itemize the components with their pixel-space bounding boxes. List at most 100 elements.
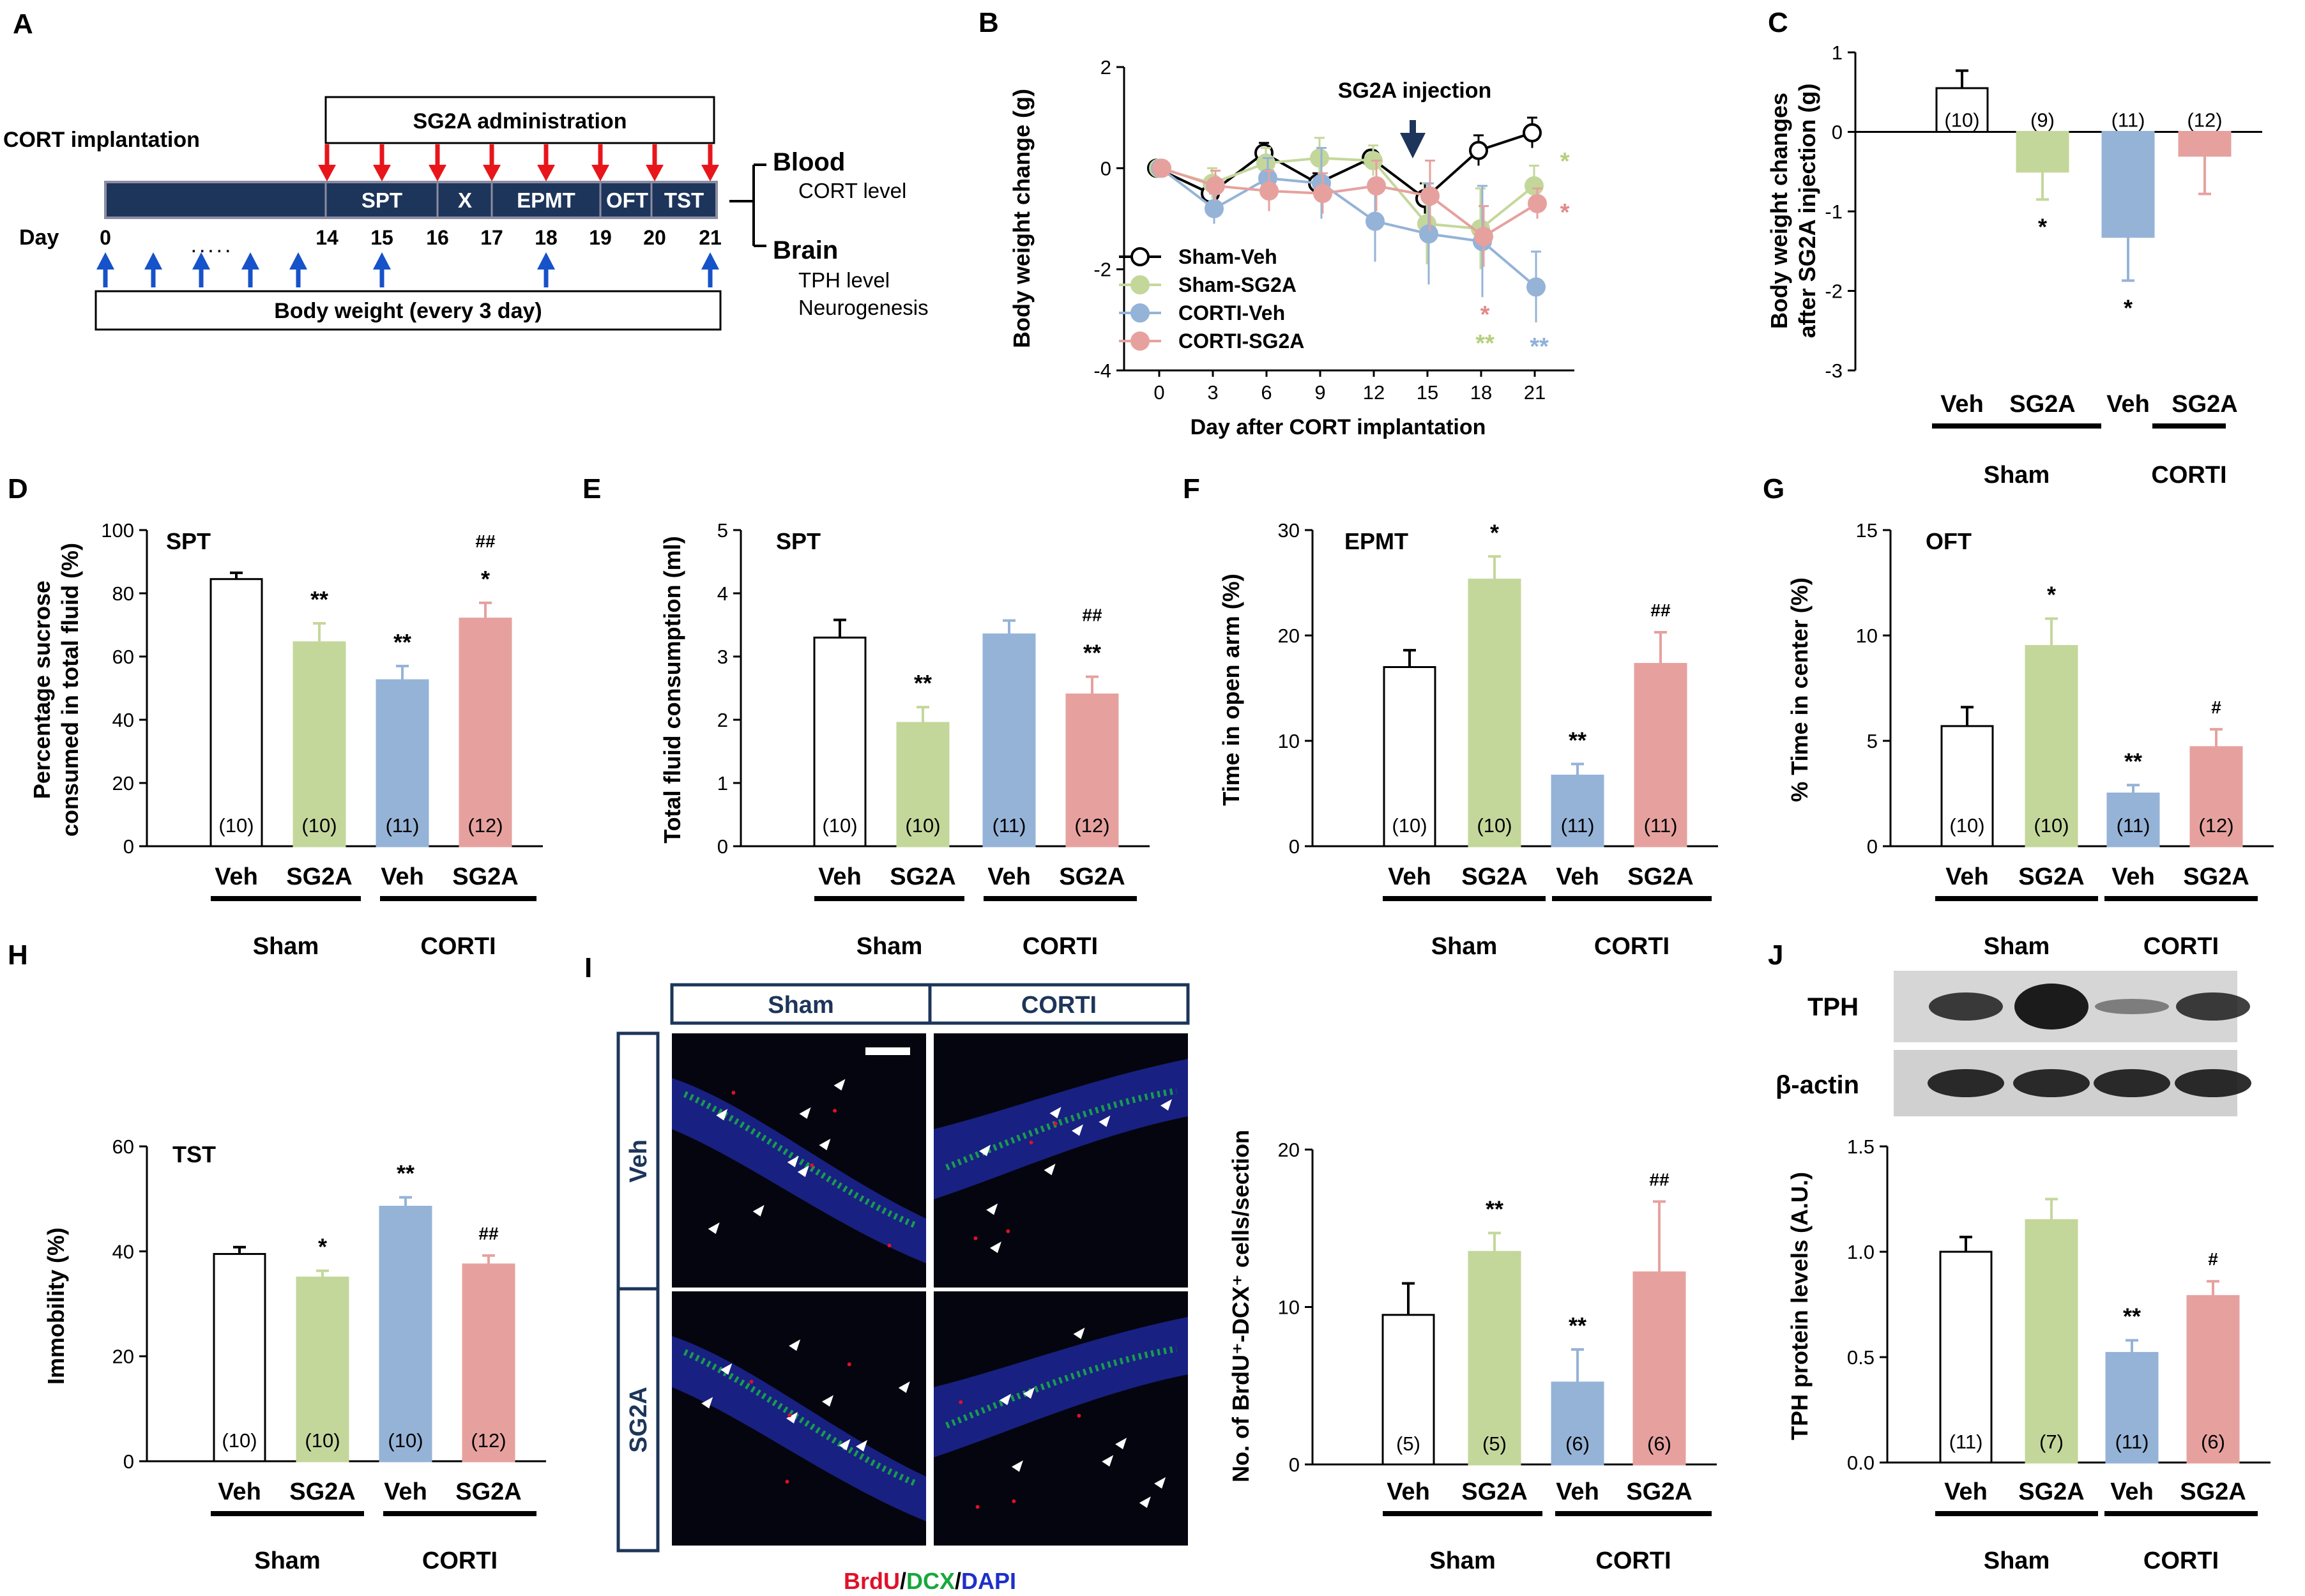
b-significance: * [1560, 148, 1570, 175]
F-group-main: Sham [1431, 933, 1497, 960]
b-x-tick-label: 21 [1524, 381, 1546, 404]
b-legend: Sham-Veh Sham-SG2A CORTI-Veh CORTI-SG2A [1119, 245, 1304, 353]
E-n-label: (10) [905, 814, 940, 837]
E-y-tick-label: 5 [717, 519, 728, 542]
micro-scale-bar [865, 1047, 910, 1055]
I-group-main: CORTI [1595, 1547, 1671, 1574]
micro-brdu-cell [1029, 1141, 1033, 1145]
G-group-sub: SG2A [2183, 863, 2249, 890]
C-y-tick-label: 0 [1832, 121, 1843, 144]
stain-brdu: BrdU [844, 1568, 900, 1594]
C-bar [2101, 131, 2155, 238]
D-y-tick-label: 60 [112, 646, 134, 668]
D-group-sub: Veh [381, 863, 424, 890]
I-star: ** [1486, 1196, 1503, 1222]
b-significance: ** [1530, 333, 1549, 360]
row-label-sg2a: SG2A [625, 1387, 652, 1452]
E-bar [982, 633, 1036, 847]
D-y-tick-label: 40 [112, 709, 134, 731]
day-tick: 14 [316, 226, 339, 249]
day-tick: 21 [699, 226, 722, 249]
H-bar [379, 1205, 432, 1463]
red-arrow [537, 144, 555, 181]
G-y-tick-label: 15 [1856, 519, 1878, 542]
G-bar [2025, 645, 2078, 847]
E-n-label: (12) [1074, 814, 1109, 837]
I-y-tick-label: 0 [1289, 1454, 1300, 1476]
chart-h: H 60 40 20 0 Immobility (%) TST (10) (10) * (10) **… [8, 939, 546, 1574]
b-x-tick-label: 0 [1153, 381, 1164, 404]
H-y-axis-label: Immobility (%) [43, 1227, 69, 1385]
sampling-bracket [729, 163, 766, 247]
b-legend-marker [1130, 303, 1150, 323]
b-legend-label: Sham-Veh [1178, 245, 1277, 268]
C-bar [2178, 131, 2232, 157]
D-group-sub: SG2A [286, 863, 352, 890]
micro-dcx-layer [683, 1091, 916, 1228]
D-y-tick-label: 20 [112, 772, 134, 794]
col-header-sham [670, 983, 932, 1025]
panel-letter-a: A [13, 8, 33, 40]
G-group-sub: Veh [1945, 863, 1989, 890]
micro-arrowhead [716, 1109, 728, 1121]
micro-arrowhead [979, 1144, 991, 1157]
red-arrow-head [373, 165, 391, 181]
micro-dcx-layer [945, 1346, 1177, 1429]
micro-brdu-cell [810, 1163, 814, 1167]
F-n-label: (11) [1561, 814, 1595, 837]
test-label: X [458, 188, 472, 212]
H-star: * [318, 1234, 327, 1260]
red-arrow-head [483, 165, 501, 181]
chart-e: E 5 4 3 2 1 0 Total fluid consumption (ml) SPT (1… [582, 473, 1150, 960]
micro-dapi-band [934, 1317, 1188, 1457]
panel-letter-i: I [584, 952, 592, 984]
chart-f: F 30 20 10 0 Time in open arm (%) EPMT (10) (10)… [1183, 473, 1718, 960]
F-bar [1551, 774, 1604, 847]
day-tick: 18 [535, 226, 558, 249]
C-bar [2016, 131, 2069, 173]
micro-pane [672, 1033, 926, 1288]
blue-arrow [701, 252, 719, 287]
red-arrow-head [429, 165, 446, 181]
actin-band [1928, 1069, 2004, 1097]
micro-arrowhead [720, 1363, 733, 1375]
chart-b: 2 0 -2 -4 0 3 6 9 12 15 18 21 Day after CORT implant… [1008, 56, 1574, 439]
micro-brdu-cell [749, 1379, 754, 1384]
G-hash: # [2211, 697, 2221, 717]
H-group-sub: Veh [218, 1478, 261, 1505]
I-group-main: Sham [1429, 1547, 1495, 1574]
micro-arrowhead [1139, 1496, 1151, 1509]
stain-dapi: DAPI [961, 1568, 1016, 1594]
b-legend-label: CORTI-Veh [1178, 301, 1285, 324]
micro-arrowhead [1044, 1164, 1056, 1176]
E-star: ** [914, 670, 932, 696]
micro-dcx-layer [945, 1088, 1177, 1171]
sg2a-admin-label: SG2A administration [413, 109, 627, 133]
G-title: OFT [1926, 528, 1972, 554]
G-group-sub: Veh [2111, 863, 2155, 890]
timeline-bar [104, 181, 718, 219]
micro-brdu-cell [975, 1505, 980, 1509]
F-star: * [1490, 519, 1499, 545]
blue-arrow [537, 252, 555, 287]
blue-arrow [289, 252, 307, 287]
H-group-sub: Veh [384, 1478, 427, 1505]
micro-arrowhead [986, 1203, 998, 1215]
C-group-sub: SG2A [2172, 391, 2237, 418]
J-y-tick-label: 0.0 [1847, 1452, 1875, 1474]
b-point [1474, 227, 1493, 247]
F-n-label: (11) [1644, 814, 1678, 837]
I-n-label: (6) [1565, 1433, 1590, 1455]
timeline-separators [324, 183, 653, 217]
b-point [1259, 181, 1279, 201]
C-group-main: CORTI [2151, 462, 2226, 489]
stain-sep1: / [900, 1568, 906, 1594]
day-label: Day [19, 225, 59, 250]
tph-band [2014, 984, 2088, 1030]
C-group-sub: Veh [2106, 391, 2150, 418]
panel-letter-h: H [8, 939, 28, 971]
test-label: TST [664, 188, 704, 212]
F-y-tick-label: 20 [1278, 625, 1300, 647]
micro-pane [934, 1291, 1188, 1546]
I-group-sub: Veh [1387, 1478, 1430, 1505]
